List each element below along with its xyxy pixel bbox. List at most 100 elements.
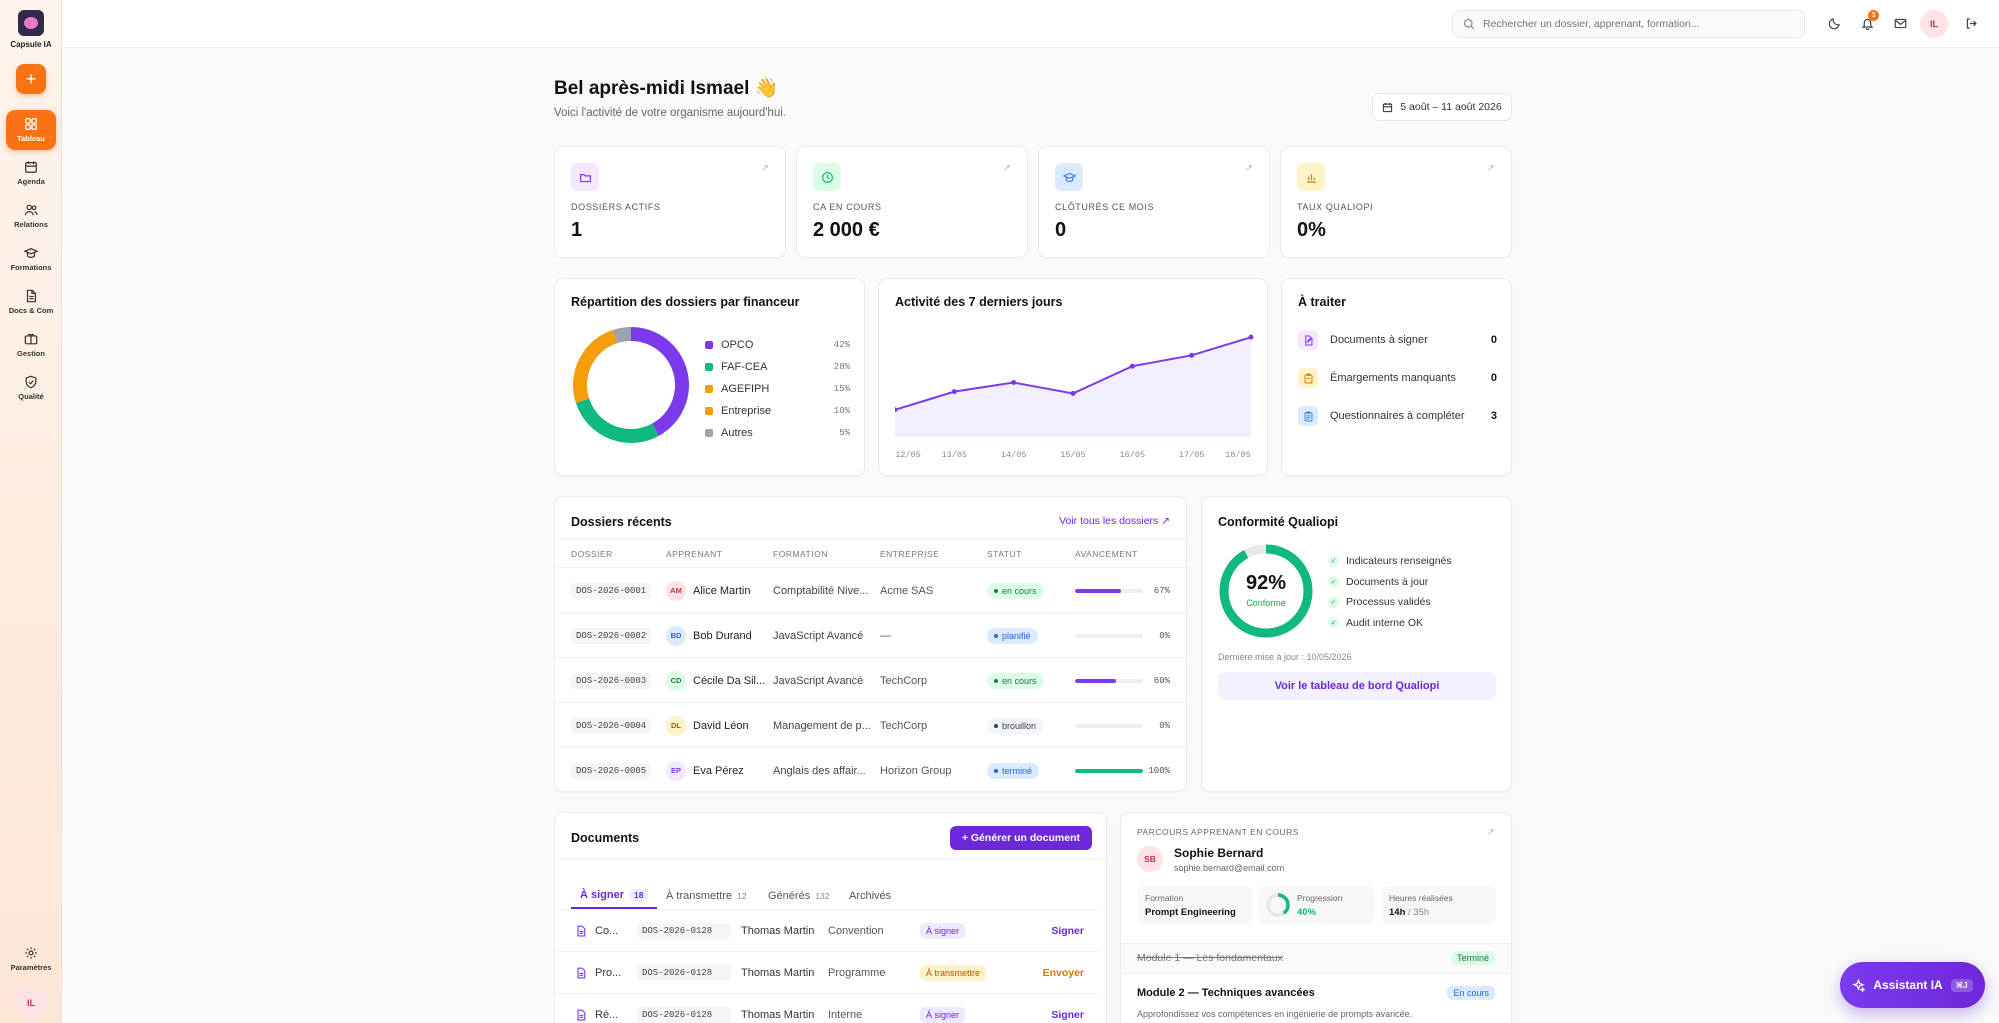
x-tick-label: 13/05 bbox=[942, 450, 968, 460]
clipboard-icon bbox=[1304, 373, 1312, 383]
column-header[interactable]: STATUT bbox=[987, 549, 1022, 559]
tab-label: À transmettre bbox=[666, 890, 733, 902]
doc-action-signer-button[interactable]: Signer bbox=[1051, 910, 1084, 952]
todo-label: Émargements manquants bbox=[1330, 372, 1456, 384]
sidebar-item-parametres[interactable]: Paramètres bbox=[6, 939, 56, 979]
column-header[interactable]: APPRENANT bbox=[666, 549, 723, 559]
module-row[interactable]: Module 1 — Les fondamentaux Terminé bbox=[1121, 943, 1511, 973]
activity-point[interactable] bbox=[1011, 380, 1017, 386]
arrow-up-right-icon: ↗ bbox=[760, 163, 769, 174]
learner-journey-card: PARCOURS APPRENANT EN COURS ↗ SB Sophie … bbox=[1120, 812, 1512, 1023]
top-user-avatar[interactable]: IL bbox=[1920, 10, 1948, 38]
create-button[interactable]: + bbox=[16, 64, 46, 94]
legend-percent: 5% bbox=[839, 428, 850, 438]
doc-name: Pro... bbox=[595, 967, 622, 979]
activity-point[interactable] bbox=[951, 389, 957, 395]
sidebar-item-tableau[interactable]: Tableau bbox=[6, 110, 56, 150]
tab--transmettre[interactable]: À transmettre 12 bbox=[666, 883, 747, 909]
column-header[interactable]: ENTREPRISE bbox=[880, 549, 940, 559]
divider bbox=[555, 859, 1106, 860]
activity-point[interactable] bbox=[1189, 352, 1195, 358]
funder-card-title: Répartition des dossiers par financeur bbox=[571, 295, 800, 309]
column-header[interactable]: AVANCEMENT bbox=[1075, 549, 1138, 559]
brand-name: Capsule IA bbox=[10, 40, 52, 49]
doc-code: DOS-2026-0128 bbox=[637, 1007, 731, 1023]
sidebar-item-gestion[interactable]: Gestion bbox=[6, 325, 56, 365]
search-input[interactable] bbox=[1483, 18, 1783, 30]
company-cell: TechCorp bbox=[880, 719, 928, 732]
page-subtitle: Voici l'activité de votre organisme aujo… bbox=[554, 107, 786, 119]
see-all-dossiers-link[interactable]: Voir tous les dossiers ↗ bbox=[1059, 515, 1170, 527]
todo-item[interactable]: Questionnaires à compléter 3 bbox=[1298, 405, 1497, 427]
donut-slice-entreprise[interactable] bbox=[584, 329, 618, 360]
documents-card-title: Documents bbox=[571, 831, 640, 845]
document-row[interactable]: Pro... DOS-2026-0128 Thomas Martin Progr… bbox=[555, 951, 1099, 993]
activity-point[interactable] bbox=[1070, 390, 1076, 396]
module-row[interactable]: Module 2 — Techniques avancées En cours … bbox=[1121, 973, 1511, 1023]
stat-card[interactable]: ↗ CA EN COURS 2 000 € bbox=[796, 146, 1028, 258]
todo-item[interactable]: Documents à signer 0 bbox=[1298, 329, 1497, 351]
sidebar-item-label: Relations bbox=[14, 220, 48, 229]
activity-point[interactable] bbox=[1129, 363, 1135, 369]
donut-slice-faf-cea[interactable] bbox=[575, 398, 659, 443]
funder-distribution-card: Répartition des dossiers par financeur O… bbox=[554, 278, 865, 476]
sidebar-item-agenda[interactable]: Agenda bbox=[6, 153, 56, 193]
sidebar-item-qualite[interactable]: Qualité bbox=[6, 368, 56, 408]
assistant-ia-button[interactable]: Assistant IA ⌘J bbox=[1840, 962, 1985, 1008]
column-header[interactable]: FORMATION bbox=[773, 549, 828, 559]
generate-document-button[interactable]: + Générer un document bbox=[949, 826, 1092, 850]
document-row[interactable]: Co... DOS-2026-0128 Thomas Martin Conven… bbox=[555, 909, 1099, 951]
activity-point[interactable] bbox=[1248, 334, 1254, 340]
learner-name[interactable]: Sophie Bernard bbox=[1174, 846, 1264, 860]
messages-button[interactable] bbox=[1891, 14, 1909, 32]
hours-value: 14h / 35h bbox=[1389, 907, 1429, 918]
activity-point[interactable] bbox=[895, 407, 898, 413]
table-row[interactable]: DOS-2026-0005 EP Eva Pérez Anglais des a… bbox=[555, 747, 1186, 792]
doc-type: Interne bbox=[828, 1009, 863, 1021]
donut-slice-opco[interactable] bbox=[631, 327, 689, 436]
doc-action-envoyer-button[interactable]: Envoyer bbox=[1043, 952, 1084, 994]
donut-slice-agefiph[interactable] bbox=[573, 350, 596, 403]
stat-card[interactable]: ↗ CLÔTURÉS CE MOIS 0 bbox=[1038, 146, 1270, 258]
table-row[interactable]: DOS-2026-0004 DL David Léon Management d… bbox=[555, 702, 1186, 747]
table-row[interactable]: DOS-2026-0001 AM Alice Martin Comptabili… bbox=[555, 567, 1186, 612]
tab--signer[interactable]: À signer 18 bbox=[571, 883, 658, 909]
table-row[interactable]: DOS-2026-0003 CD Cécile Da Sil... JavaSc… bbox=[555, 657, 1186, 702]
stat-card[interactable]: ↗ DOSSIERS ACTIFS 1 bbox=[554, 146, 786, 258]
sidebar-item-relations[interactable]: Relations bbox=[6, 196, 56, 236]
tab-archiv-s[interactable]: Archivés bbox=[849, 883, 891, 909]
doc-action-signer-button[interactable]: Signer bbox=[1051, 994, 1084, 1023]
sidebar-item-formations[interactable]: Formations bbox=[6, 239, 56, 279]
doc-person: Thomas Martin bbox=[741, 967, 815, 979]
documents-card: Documents + Générer un document À signer… bbox=[554, 812, 1107, 1023]
doc-action-label: Signer bbox=[1051, 1009, 1084, 1021]
moon-icon bbox=[1828, 17, 1840, 29]
brand[interactable]: Capsule IA bbox=[0, 10, 62, 49]
user-avatar[interactable]: IL bbox=[15, 987, 47, 1019]
stat-card[interactable]: ↗ TAUX QUALIOPI 0% bbox=[1280, 146, 1512, 258]
table-row[interactable]: DOS-2026-0002 BD Bob Durand JavaScript A… bbox=[555, 612, 1186, 657]
learner-avatar: CD bbox=[666, 670, 686, 691]
todo-item[interactable]: Émargements manquants 0 bbox=[1298, 367, 1497, 389]
open-arrow-icon[interactable]: ↗ bbox=[1486, 827, 1495, 838]
legend-label: AGEFIPH bbox=[721, 383, 770, 395]
search-box[interactable] bbox=[1452, 10, 1805, 38]
todo-label: Questionnaires à compléter bbox=[1330, 410, 1465, 422]
document-row[interactable]: Rè... DOS-2026-0128 Thomas Martin Intern… bbox=[555, 993, 1099, 1023]
sidebar-item-docs[interactable]: Docs & Com bbox=[6, 282, 56, 322]
donut-slice-autres[interactable] bbox=[613, 327, 631, 344]
theme-toggle-button[interactable] bbox=[1825, 14, 1843, 32]
legend-item: AGEFIPH 15% bbox=[705, 383, 850, 395]
tab-g-n-r-s[interactable]: Générés 132 bbox=[768, 883, 829, 909]
stat-value: 2 000 € bbox=[813, 219, 880, 241]
qualiopi-dashboard-button[interactable]: Voir le tableau de bord Qualiopi bbox=[1218, 672, 1496, 700]
learner-name: David Léon bbox=[693, 719, 749, 732]
date-range-picker[interactable]: 5 août – 11 août 2026 bbox=[1372, 93, 1512, 121]
logout-button[interactable] bbox=[1962, 14, 1980, 32]
notifications-button[interactable]: 3 bbox=[1858, 10, 1879, 32]
learner-avatar: SB bbox=[1137, 846, 1163, 872]
column-header[interactable]: DOSSIER bbox=[571, 549, 613, 559]
progress-cell: 0% bbox=[1075, 703, 1170, 748]
dashboard-icon bbox=[25, 118, 37, 130]
legend-swatch bbox=[705, 385, 713, 393]
